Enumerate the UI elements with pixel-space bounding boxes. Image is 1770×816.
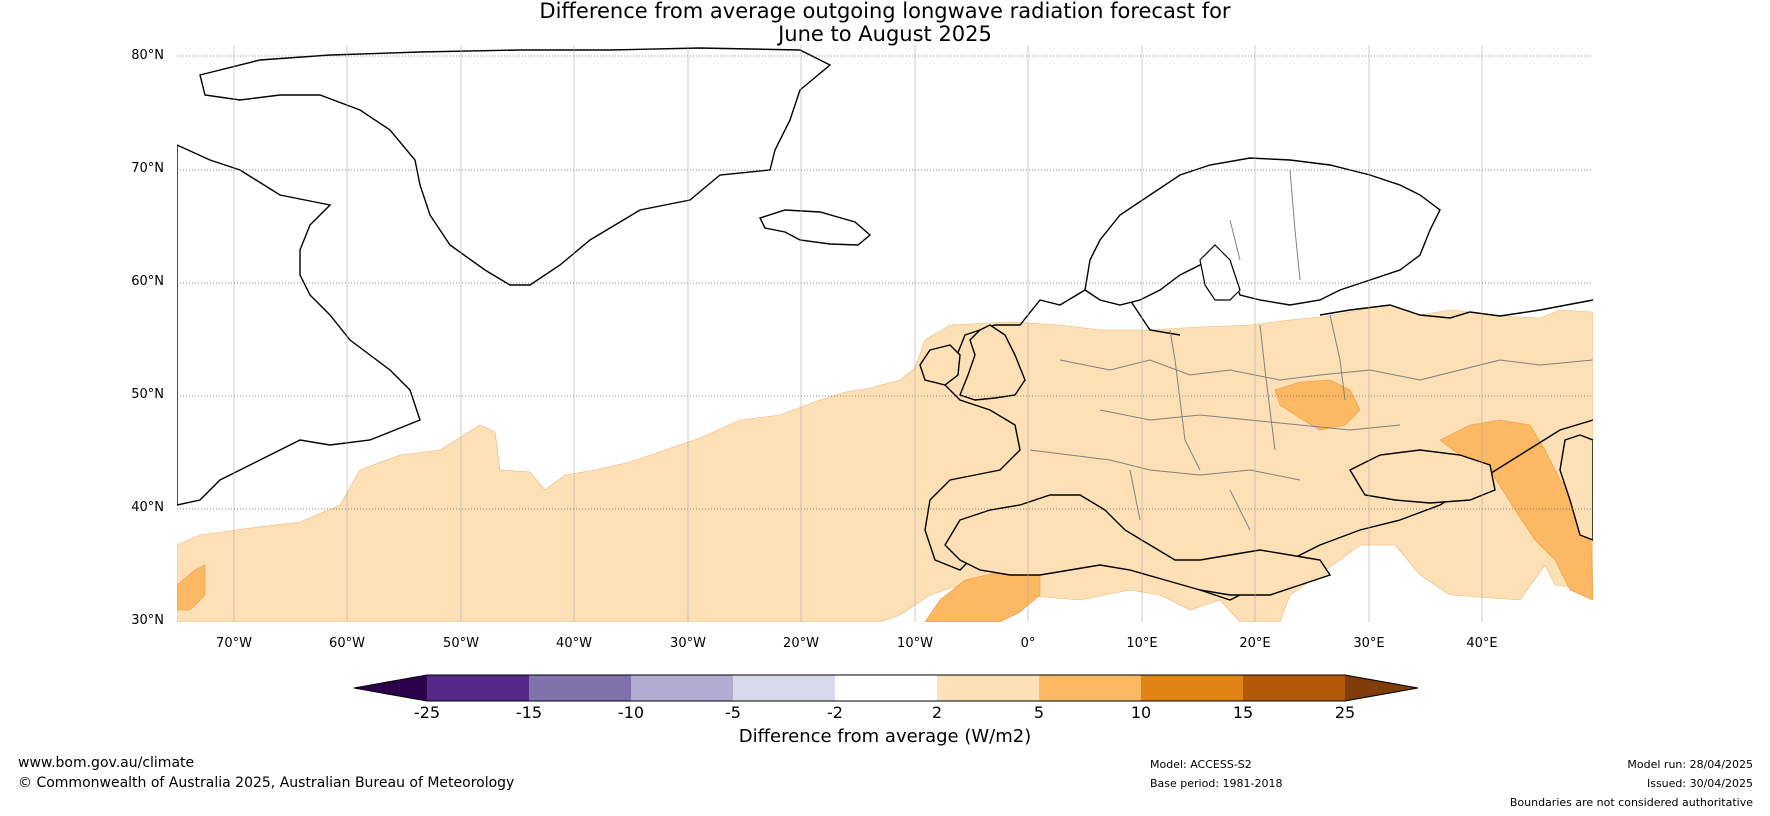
lon-label-0: 0° bbox=[1020, 636, 1036, 651]
country-borders bbox=[1029, 169, 1593, 531]
colorbar-segment bbox=[1039, 675, 1141, 701]
colorbar-label: -2 bbox=[827, 703, 843, 722]
lon-label-30e: 30°E bbox=[1353, 636, 1385, 651]
colorbar-segment bbox=[1141, 675, 1243, 701]
anomaly-region-5-10 bbox=[1274, 379, 1361, 431]
colorbar-label: 5 bbox=[1033, 703, 1045, 722]
footer-copyright: © Commonwealth of Australia 2025, Austra… bbox=[18, 775, 515, 791]
title-line-1: Difference from average outgoing longwav… bbox=[539, 0, 1231, 23]
colorbar-high-extension bbox=[1345, 675, 1418, 701]
lat-label-60n: 60°N bbox=[131, 274, 164, 289]
great-britain-coast bbox=[959, 324, 1026, 401]
colorbar-label: 15 bbox=[1232, 703, 1254, 722]
greenland-coast bbox=[199, 47, 832, 286]
colorbar-segment bbox=[1243, 675, 1345, 701]
footer-base-period: Base period: 1981-2018 bbox=[1150, 777, 1283, 790]
lon-label-10w: 10°W bbox=[897, 636, 933, 651]
colorbar-label: -10 bbox=[617, 703, 645, 722]
baltic-sea bbox=[1199, 244, 1241, 301]
latitude-gridlines bbox=[177, 55, 1593, 510]
colorbar-segment bbox=[937, 675, 1039, 701]
colorbar-title: Difference from average (W/m2) bbox=[738, 726, 1032, 747]
lat-label-80n: 80°N bbox=[131, 48, 164, 63]
colorbar-outline bbox=[353, 674, 1419, 702]
footer-issued: Issued: 30/04/2025 bbox=[1646, 777, 1753, 790]
colorbar-segment bbox=[427, 675, 529, 701]
lon-label-20w: 20°W bbox=[783, 636, 819, 651]
anomaly-region-2-5 bbox=[177, 304, 1593, 622]
colorbar-segment bbox=[835, 675, 937, 701]
colorbar-label: -15 bbox=[515, 703, 543, 722]
lon-label-60w: 60°W bbox=[329, 636, 365, 651]
north-america-coast bbox=[177, 144, 421, 506]
mediterranean-sea bbox=[944, 494, 1332, 596]
footer-disclaimer: Boundaries are not considered authoritat… bbox=[1509, 796, 1753, 809]
colorbar-low-extension bbox=[354, 675, 427, 701]
scandinavia-coast bbox=[1084, 157, 1441, 306]
title-line-2: June to August 2025 bbox=[778, 22, 992, 46]
lon-label-40e: 40°E bbox=[1466, 636, 1498, 651]
lon-label-20e: 20°E bbox=[1239, 636, 1271, 651]
anomaly-region-5-10 bbox=[1439, 419, 1593, 601]
footer-url[interactable]: www.bom.gov.au/climate bbox=[18, 755, 195, 771]
colorbar-label: 10 bbox=[1130, 703, 1152, 722]
lon-label-40w: 40°W bbox=[556, 636, 592, 651]
lon-label-70w: 70°W bbox=[216, 636, 252, 651]
lon-label-10e: 10°E bbox=[1126, 636, 1158, 651]
colorbar-segment bbox=[631, 675, 733, 701]
lat-label-40n: 40°N bbox=[131, 500, 164, 515]
footer-model: Model: ACCESS-S2 bbox=[1150, 758, 1252, 771]
lon-label-50w: 50°W bbox=[443, 636, 479, 651]
lat-label-70n: 70°N bbox=[131, 161, 164, 176]
colorbar-label: 2 bbox=[931, 703, 943, 722]
colorbar-label: -5 bbox=[725, 703, 741, 722]
anomaly-region-5-10 bbox=[177, 564, 206, 611]
lat-label-50n: 50°N bbox=[131, 387, 164, 402]
colorbar-label: 25 bbox=[1334, 703, 1356, 722]
colorbar-segment bbox=[733, 675, 835, 701]
colorbar-label: -25 bbox=[413, 703, 441, 722]
colorbar-segment bbox=[529, 675, 631, 701]
lat-label-30n: 30°N bbox=[131, 613, 164, 628]
lon-label-30w: 30°W bbox=[670, 636, 706, 651]
black-sea bbox=[1349, 449, 1496, 504]
iceland-coast bbox=[759, 209, 872, 246]
europe-coast bbox=[924, 254, 1593, 601]
map-title: Difference from average outgoing longwav… bbox=[0, 0, 1770, 46]
caspian-sea bbox=[1559, 434, 1593, 541]
footer-model-run: Model run: 28/04/2025 bbox=[1627, 758, 1753, 771]
ireland-coast bbox=[919, 344, 961, 386]
colorbar bbox=[353, 674, 1419, 702]
longitude-gridlines bbox=[233, 45, 1483, 622]
